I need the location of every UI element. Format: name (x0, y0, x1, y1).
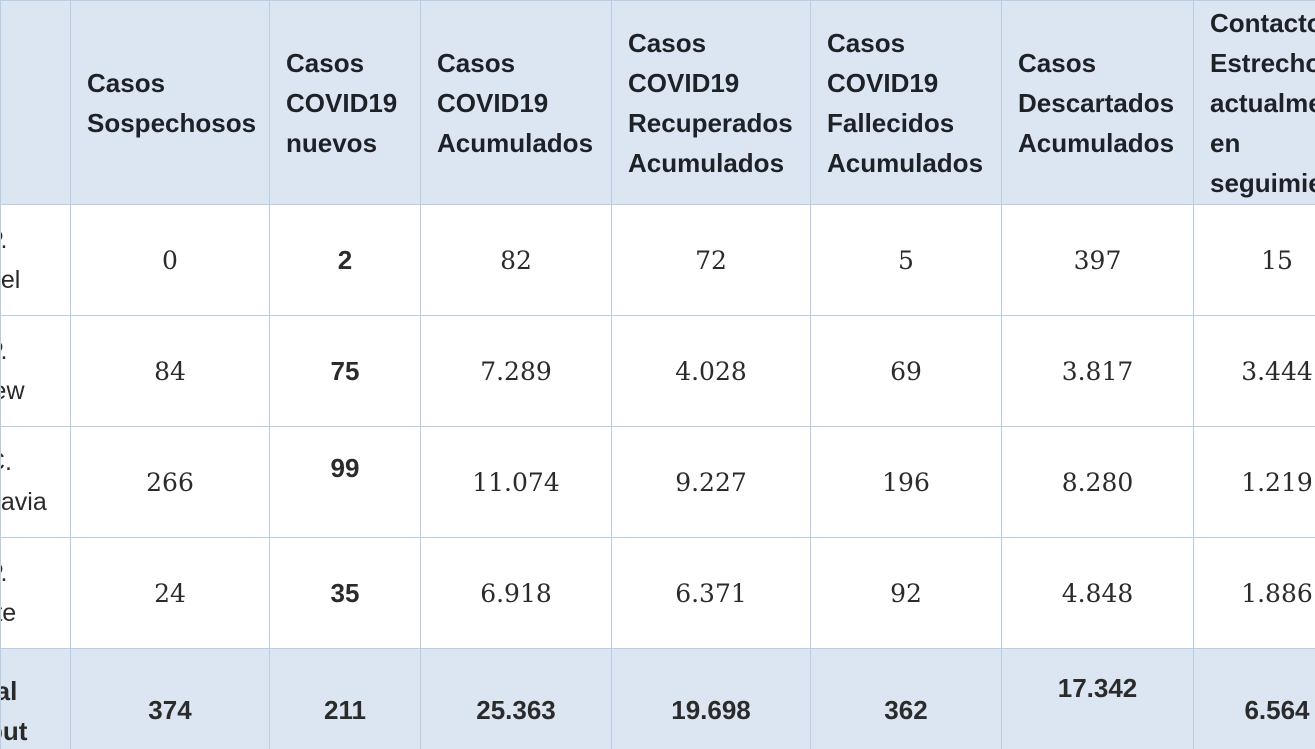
row-label-line: rte (2, 599, 17, 627)
row-label: P. rte (0, 537, 71, 649)
header-text: Casos (87, 67, 166, 98)
row-label: P. uel (0, 204, 71, 316)
header-text: COVID19 (628, 67, 740, 98)
header-casos-descartados: Casos Descartados Acumulados (1001, 0, 1194, 205)
header-text: Acumulados (1018, 127, 1175, 158)
cell-sospechosos: 24 (70, 537, 270, 649)
header-casos-fallecidos: Casos COVID19 Fallecidos Acumulados (810, 0, 1002, 205)
header-text: Acumulados (437, 127, 594, 158)
cell-sospechosos: 0 (70, 204, 270, 316)
row-label-line: P. (0, 559, 8, 587)
cell-descartados: 4.848 (1001, 537, 1194, 649)
header-text: Casos (827, 27, 906, 58)
total-acumulados: 25.363 (420, 648, 612, 749)
cell-contactos: 1.886 (1193, 537, 1315, 649)
header-text: COVID19 (437, 87, 549, 118)
header-contactos-estrechos: Contacto Estrecho actualme en seguimie (1193, 0, 1315, 205)
header-row: Casos Sospechosos Casos COVID19 nuevos C… (0, 0, 1315, 205)
table-row: P. rte 24 35 6.918 6.371 92 4.848 1.886 (0, 537, 1315, 649)
total-nuevos: 211 (269, 648, 421, 749)
table-row: P. uel 0 2 82 72 5 397 15 (0, 204, 1315, 316)
total-row: tal but 374 211 25.363 19.698 362 17.342… (0, 648, 1315, 749)
total-recuperados: 19.698 (611, 648, 811, 749)
header-text: Contacto (1210, 7, 1315, 38)
header-text: COVID19 (286, 87, 398, 118)
header-text: Descartados (1018, 87, 1175, 118)
cell-recuperados: 72 (611, 204, 811, 316)
total-label-line: tal (2, 675, 18, 706)
header-casos-acumulados: Casos COVID19 Acumulados (420, 0, 612, 205)
total-fallecidos: 362 (810, 648, 1002, 749)
total-contactos: 6.564 (1193, 648, 1315, 749)
cell-fallecidos: 69 (810, 315, 1002, 427)
table-row: C. davia 266 99 11.074 9.227 196 8.280 1… (0, 426, 1315, 538)
row-label-line: C. (2, 448, 13, 476)
row-label-line: davia (0, 488, 47, 516)
total-label: tal but (0, 648, 71, 749)
cell-sospechosos: 84 (70, 315, 270, 427)
header-text: Casos (286, 47, 365, 78)
header-text: nuevos (286, 127, 378, 158)
cell-acumulados: 82 (420, 204, 612, 316)
cell-recuperados: 4.028 (611, 315, 811, 427)
header-text: seguimie (1210, 167, 1315, 198)
total-sospechosos: 374 (70, 648, 270, 749)
corner-header-cell (0, 0, 71, 205)
header-casos-nuevos: Casos COVID19 nuevos (269, 0, 421, 205)
row-label-line: lew (2, 377, 25, 405)
cell-acumulados: 6.918 (420, 537, 612, 649)
cell-acumulados: 11.074 (420, 426, 612, 538)
header-text: Fallecidos (827, 107, 955, 138)
total-descartados: 17.342 (1001, 648, 1194, 749)
cell-contactos: 3.444 (1193, 315, 1315, 427)
cell-acumulados: 7.289 (420, 315, 612, 427)
header-text: COVID19 (827, 67, 939, 98)
cell-fallecidos: 196 (810, 426, 1002, 538)
cell-nuevos: 99 (269, 426, 421, 538)
cell-descartados: 397 (1001, 204, 1194, 316)
cell-recuperados: 9.227 (611, 426, 811, 538)
table-row: P. lew 84 75 7.289 4.028 69 3.817 3.444 (0, 315, 1315, 427)
cell-fallecidos: 5 (810, 204, 1002, 316)
header-text: Recuperados (628, 107, 793, 138)
header-text: Casos (1018, 47, 1097, 78)
row-label-line: P. (0, 226, 8, 254)
row-label: P. lew (0, 315, 71, 427)
cell-nuevos: 2 (269, 204, 421, 316)
cell-contactos: 1.219 (1193, 426, 1315, 538)
cell-fallecidos: 92 (810, 537, 1002, 649)
header-casos-recuperados: Casos COVID19 Recuperados Acumulados (611, 0, 811, 205)
header-text: Sospechosos (87, 107, 257, 138)
row-label-line: uel (0, 266, 21, 294)
header-text: en (1210, 127, 1241, 158)
header-text: Acumulados (827, 147, 984, 178)
header-text: Acumulados (628, 147, 785, 178)
header-casos-sospechosos: Casos Sospechosos (70, 0, 270, 205)
header-text: Casos (437, 47, 516, 78)
total-descartados-value: 17.342 (1057, 673, 1138, 703)
cell-nuevos: 35 (269, 537, 421, 649)
cell-nuevos-value: 99 (330, 452, 360, 483)
cell-contactos: 15 (1193, 204, 1315, 316)
cell-sospechosos: 266 (70, 426, 270, 538)
header-text: actualme (1210, 87, 1315, 118)
cell-recuperados: 6.371 (611, 537, 811, 649)
header-text: Casos (628, 27, 707, 58)
cell-descartados: 3.817 (1001, 315, 1194, 427)
header-text: Estrecho (1210, 47, 1315, 78)
cell-nuevos: 75 (269, 315, 421, 427)
total-label-line: but (2, 715, 28, 746)
row-label-line: P. (0, 337, 8, 365)
cell-descartados: 8.280 (1001, 426, 1194, 538)
row-label: C. davia (0, 426, 71, 538)
